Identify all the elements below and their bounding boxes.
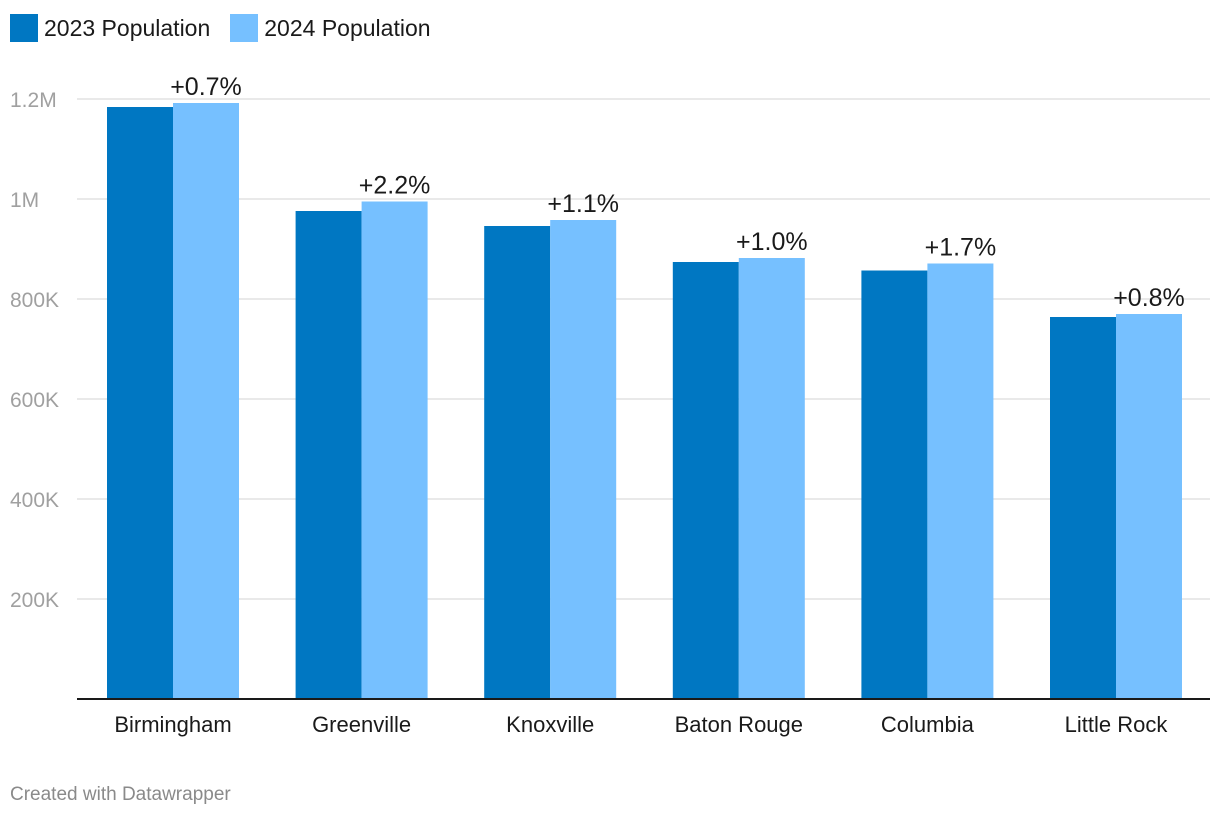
y-tick-label: 600K [10, 389, 59, 412]
x-tick-label: Knoxville [506, 712, 594, 737]
bar-2023 [107, 107, 173, 699]
x-tick-label: Birmingham [114, 712, 231, 737]
y-tick-label: 200K [10, 589, 59, 612]
y-tick-label: 800K [10, 289, 59, 312]
change-label: +1.1% [547, 190, 619, 218]
bar-2023 [1050, 317, 1116, 699]
bar-2024 [361, 201, 428, 699]
bar-2024 [738, 258, 805, 699]
change-label: +1.7% [925, 234, 997, 262]
x-tick-label: Baton Rouge [675, 712, 803, 737]
change-label: +1.0% [736, 228, 808, 256]
footer-credit: Created with Datawrapper [10, 784, 231, 805]
bar-2023 [861, 270, 928, 699]
legend-item-2024: 2024 Population [230, 14, 431, 42]
legend-swatch-2023 [10, 14, 38, 42]
change-label: +0.7% [170, 73, 242, 101]
legend-item-2023: 2023 Population [10, 14, 210, 42]
y-tick-label: 400K [10, 489, 59, 512]
x-tick-label: Columbia [881, 712, 975, 737]
change-label: +0.8% [1113, 284, 1185, 312]
x-tick-label: Little Rock [1065, 712, 1169, 737]
bar-chart: 200K 400K 600K 800K 1M 1.2M +0.7% Birmingham +2.… [10, 73, 1210, 737]
bar-2024 [927, 263, 994, 699]
y-tick-label: 1.2M [10, 89, 57, 112]
bar-2024 [550, 220, 617, 699]
bar-2023 [672, 262, 739, 699]
bar-2024 [1116, 314, 1182, 699]
legend-swatch-2024 [230, 14, 259, 42]
bar-2024 [173, 103, 239, 699]
change-label: +2.2% [359, 172, 431, 200]
bar-2023 [484, 226, 551, 699]
legend-label-2024: 2024 Population [264, 14, 431, 41]
legend: 2023 Population 2024 Population [10, 13, 451, 43]
bar-2023 [295, 211, 362, 699]
y-tick-label: 1M [10, 189, 39, 212]
x-tick-label: Greenville [312, 712, 411, 737]
legend-label-2023: 2023 Population [44, 14, 211, 41]
